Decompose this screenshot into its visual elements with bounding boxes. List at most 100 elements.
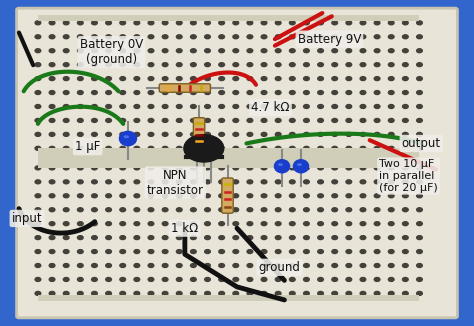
Circle shape [275,132,281,136]
Circle shape [176,180,182,184]
Circle shape [205,208,210,212]
Circle shape [261,194,267,198]
Circle shape [148,236,154,240]
Circle shape [360,166,366,170]
Circle shape [120,222,126,226]
Circle shape [176,63,182,67]
Circle shape [64,222,69,226]
Circle shape [49,146,55,150]
Circle shape [388,105,394,109]
Circle shape [290,263,295,267]
Circle shape [360,132,366,136]
Circle shape [275,222,281,226]
Circle shape [64,49,69,53]
Circle shape [106,63,111,67]
Circle shape [64,166,69,170]
Ellipse shape [274,160,290,173]
FancyBboxPatch shape [38,148,419,168]
Circle shape [191,91,196,95]
Circle shape [106,146,111,150]
Circle shape [318,49,323,53]
Text: output: output [401,137,441,150]
Circle shape [318,291,323,295]
Circle shape [360,77,366,81]
Circle shape [64,194,69,198]
Circle shape [205,35,210,39]
Circle shape [318,91,323,95]
Circle shape [120,91,126,95]
Circle shape [275,166,281,170]
Circle shape [106,208,111,212]
Circle shape [134,222,140,226]
Circle shape [91,194,97,198]
Circle shape [91,208,97,212]
Circle shape [191,180,196,184]
Circle shape [91,35,97,39]
Circle shape [120,263,126,267]
Circle shape [134,250,140,254]
Circle shape [290,146,295,150]
Circle shape [64,77,69,81]
Circle shape [402,21,408,25]
Circle shape [134,21,140,25]
Circle shape [120,118,126,122]
Circle shape [332,63,337,67]
Circle shape [205,236,210,240]
Circle shape [332,222,337,226]
Circle shape [332,146,337,150]
Circle shape [191,118,196,122]
Circle shape [247,105,253,109]
Circle shape [35,194,41,198]
Circle shape [290,63,295,67]
Circle shape [106,277,111,281]
Circle shape [388,250,394,254]
Circle shape [247,91,253,95]
Circle shape [120,250,126,254]
Circle shape [402,166,408,170]
Circle shape [35,105,41,109]
Circle shape [332,277,337,281]
Circle shape [402,250,408,254]
Circle shape [205,146,210,150]
Circle shape [374,146,380,150]
Circle shape [134,263,140,267]
Circle shape [275,77,281,81]
Text: 1 μF: 1 μF [75,140,100,153]
Circle shape [374,49,380,53]
Circle shape [261,236,267,240]
Circle shape [77,35,83,39]
Text: Battery 9V: Battery 9V [298,33,361,46]
Circle shape [49,208,55,212]
Circle shape [417,146,422,150]
Circle shape [402,49,408,53]
Circle shape [106,77,111,81]
Circle shape [318,208,323,212]
Circle shape [205,222,210,226]
Circle shape [219,277,225,281]
Circle shape [49,35,55,39]
Circle shape [205,291,210,295]
Circle shape [35,146,41,150]
Circle shape [374,21,380,25]
Circle shape [176,194,182,198]
Circle shape [332,291,337,295]
Circle shape [261,277,267,281]
Circle shape [290,77,295,81]
Circle shape [318,194,323,198]
Circle shape [303,166,309,170]
Circle shape [219,63,225,67]
Circle shape [374,180,380,184]
Circle shape [346,277,352,281]
Circle shape [106,236,111,240]
Circle shape [374,222,380,226]
Circle shape [64,250,69,254]
Circle shape [77,291,83,295]
Circle shape [134,132,140,136]
Circle shape [106,263,111,267]
Circle shape [303,49,309,53]
Circle shape [191,49,196,53]
Circle shape [233,166,238,170]
Circle shape [49,236,55,240]
Text: 4.7 kΩ: 4.7 kΩ [251,101,290,114]
Ellipse shape [124,136,128,138]
